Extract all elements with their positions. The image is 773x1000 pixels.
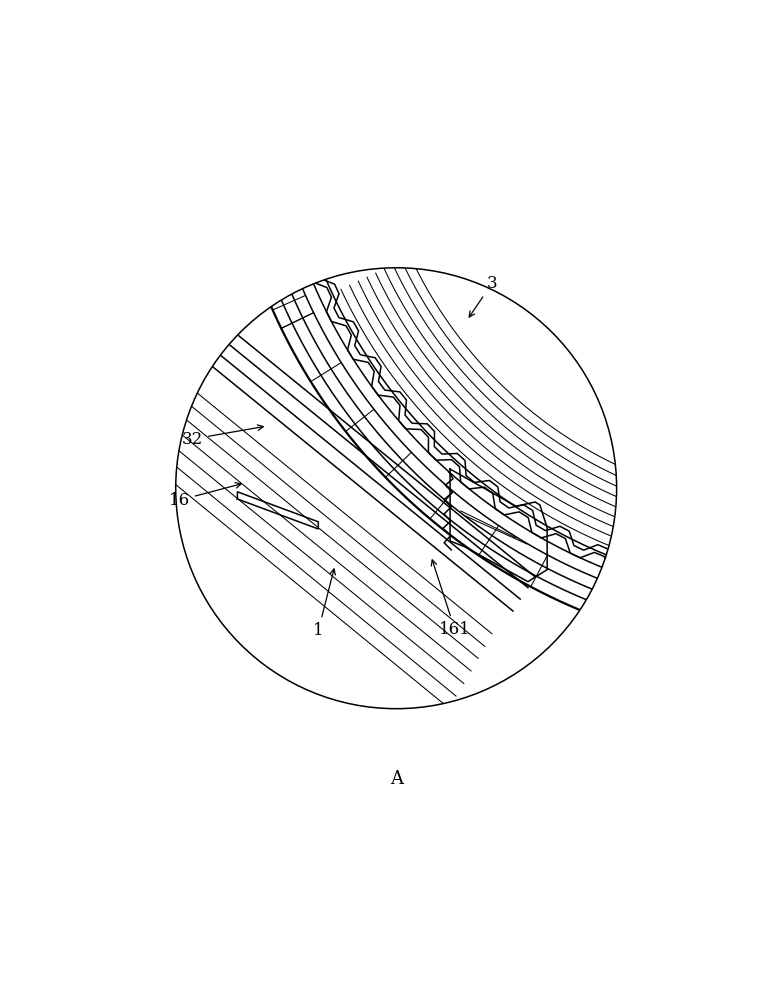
Text: 161: 161 (431, 560, 471, 638)
Text: 3: 3 (469, 275, 497, 317)
Text: A: A (390, 770, 403, 788)
Text: 32: 32 (182, 425, 264, 448)
Text: 1: 1 (313, 569, 335, 639)
Text: 16: 16 (169, 483, 241, 509)
